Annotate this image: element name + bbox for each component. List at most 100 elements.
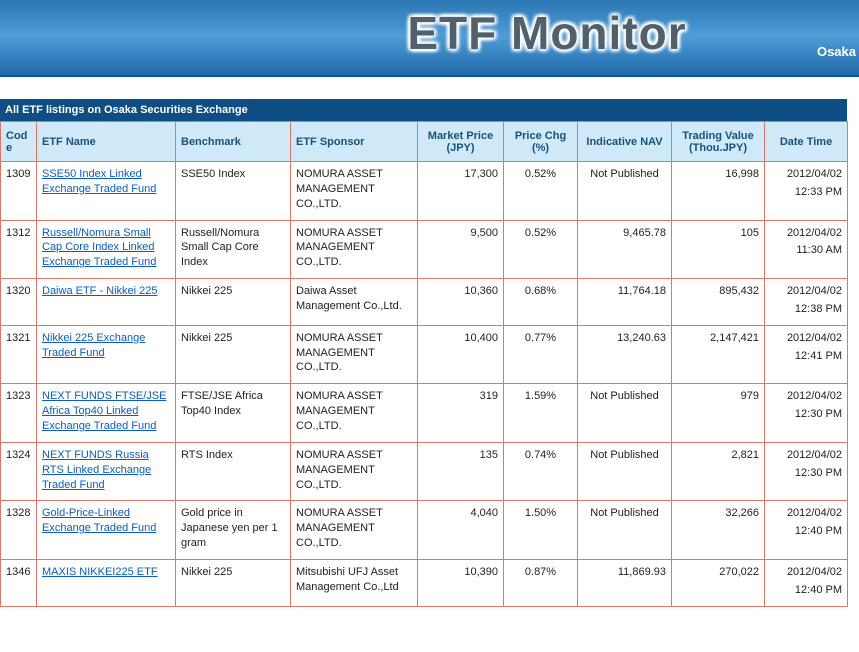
indicative-nav-cell: 9,465.78 [577, 219, 672, 280]
benchmark-cell: Nikkei 225 [175, 324, 291, 385]
etf-name-link[interactable]: Nikkei 225 Exchange Traded Fund [42, 331, 146, 359]
benchmark-cell: Russell/Nomura Small Cap Core Index [175, 219, 291, 280]
price-change-cell: 0.77% [503, 324, 578, 385]
column-header: Date Time [764, 121, 848, 162]
etf-name-cell: NEXT FUNDS Russia RTS Linked Exchange Tr… [36, 441, 176, 502]
etf-listings-table: Code ETF Name Benchmark ETF Sponsor Market P… [0, 121, 848, 607]
etf-name-cell: Gold-Price-Linked Exchange Traded Fund [36, 500, 176, 560]
market-price-cell: 10,400 [417, 324, 504, 385]
table-row: 1323 NEXT FUNDS FTSE/JSE Africa Top40 Lin… [0, 383, 848, 443]
table-row: 1309 SSE50 Index Linked Exchange Traded F… [0, 161, 848, 221]
date-value: 2012/04/02 [786, 285, 842, 298]
trading-value-cell: 32,266 [671, 500, 765, 560]
benchmark-cell: FTSE/JSE Africa Top40 Index [175, 383, 291, 443]
date-time-cell: 2012/04/02 12:30 PM [764, 383, 848, 443]
sponsor-cell: NOMURA ASSET MANAGEMENT CO.,LTD. [290, 219, 418, 280]
etf-name-cell: Russell/Nomura Small Cap Core Index Link… [36, 219, 176, 280]
trading-value-cell: 979 [671, 383, 765, 443]
sponsor-cell: NOMURA ASSET MANAGEMENT CO.,LTD. [290, 500, 418, 560]
indicative-nav-cell: 11,869.93 [577, 558, 672, 607]
market-price-cell: 9,500 [417, 219, 504, 280]
column-header: Benchmark [175, 121, 291, 162]
time-value: 12:41 PM [794, 349, 842, 362]
etf-name-link[interactable]: Daiwa ETF - Nikkei 225 [42, 285, 158, 298]
etf-name-link[interactable]: Gold-Price-Linked Exchange Traded Fund [42, 507, 157, 535]
etf-name-cell: Daiwa ETF - Nikkei 225 [36, 278, 176, 326]
etf-code-cell: 1320 [0, 278, 37, 326]
trading-value-cell: 16,998 [671, 161, 765, 221]
time-value: 12:40 PM [794, 583, 842, 596]
trading-value-cell: 2,821 [671, 441, 765, 502]
date-value: 2012/04/02 [786, 507, 842, 520]
sponsor-cell: NOMURA ASSET MANAGEMENT CO.,LTD. [290, 383, 418, 443]
price-change-cell: 0.74% [503, 441, 578, 502]
indicative-nav-cell: Not Published [577, 383, 672, 443]
date-value: 2012/04/02 [786, 565, 842, 578]
column-header: Trading Value (Thou.JPY) [671, 121, 765, 162]
table-row: 1321 Nikkei 225 Exchange Traded Fund Nikke… [0, 324, 848, 385]
etf-name-cell: MAXIS NIKKEI225 ETF [36, 558, 176, 607]
etf-code-cell: 1312 [0, 219, 37, 280]
benchmark-cell: Nikkei 225 [175, 278, 291, 326]
etf-name-link[interactable]: Russell/Nomura Small Cap Core Index Link… [42, 226, 157, 269]
market-price-cell: 4,040 [417, 500, 504, 560]
date-time-cell: 2012/04/02 12:38 PM [764, 278, 848, 326]
date-time-cell: 2012/04/02 11:30 AM [764, 219, 848, 280]
price-change-cell: 0.68% [503, 278, 578, 326]
time-value: 11:30 AM [796, 244, 842, 257]
indicative-nav-cell: 13,240.63 [577, 324, 672, 385]
etf-code-cell: 1309 [0, 161, 37, 221]
etf-code-cell: 1328 [0, 500, 37, 560]
time-value: 12:38 PM [794, 302, 842, 315]
price-change-cell: 1.59% [503, 383, 578, 443]
etf-name-cell: Nikkei 225 Exchange Traded Fund [36, 324, 176, 385]
date-time-cell: 2012/04/02 12:41 PM [764, 324, 848, 385]
column-header: Market Price (JPY) [417, 121, 504, 162]
sponsor-cell: Daiwa Asset Management Co.,Ltd. [290, 278, 418, 326]
etf-name-link[interactable]: MAXIS NIKKEI225 ETF [42, 565, 158, 578]
table-header-row: Code ETF Name Benchmark ETF Sponsor Market P… [0, 121, 848, 162]
etf-name-link[interactable]: SSE50 Index Linked Exchange Traded Fund [42, 168, 157, 195]
table-row: 1320 Daiwa ETF - Nikkei 225 Nikkei 225 Daiw… [0, 278, 848, 326]
market-price-cell: 10,390 [417, 558, 504, 607]
time-value: 12:40 PM [794, 525, 842, 538]
date-value: 2012/04/02 [786, 448, 842, 461]
sponsor-cell: Mitsubishi UFJ Asset Management Co.,Ltd [290, 558, 418, 607]
date-value: 2012/04/02 [786, 226, 842, 239]
etf-name-link[interactable]: NEXT FUNDS Russia RTS Linked Exchange Tr… [42, 448, 152, 491]
sponsor-cell: NOMURA ASSET MANAGEMENT CO.,LTD. [290, 324, 418, 385]
table-row: 1328 Gold-Price-Linked Exchange Traded Fu… [0, 500, 848, 560]
market-price-cell: 10,360 [417, 278, 504, 326]
trading-value-cell: 270,022 [671, 558, 765, 607]
sponsor-cell: NOMURA ASSET MANAGEMENT CO.,LTD. [290, 441, 418, 502]
date-time-cell: 2012/04/02 12:30 PM [764, 441, 848, 502]
date-value: 2012/04/02 [786, 390, 842, 403]
exchange-name-label: Osaka [816, 44, 856, 59]
trading-value-cell: 105 [671, 219, 765, 280]
date-value: 2012/04/02 [786, 168, 842, 180]
price-change-cell: 0.52% [503, 219, 578, 280]
date-time-cell: 2012/04/02 12:33 PM [764, 161, 848, 221]
etf-name-cell: NEXT FUNDS FTSE/JSE Africa Top40 Linked … [36, 383, 176, 443]
indicative-nav-cell: Not Published [577, 500, 672, 560]
trading-value-cell: 895,432 [671, 278, 765, 326]
indicative-nav-cell: 11,764.18 [577, 278, 672, 326]
market-price-cell: 319 [417, 383, 504, 443]
sponsor-cell: NOMURA ASSET MANAGEMENT CO.,LTD. [290, 161, 418, 221]
column-header: ETF Name [36, 121, 176, 162]
etf-code-cell: 1324 [0, 441, 37, 502]
table-row: 1312 Russell/Nomura Small Cap Core Index … [0, 219, 848, 280]
market-price-cell: 17,300 [417, 161, 504, 221]
etf-name-cell: SSE50 Index Linked Exchange Traded Fund [36, 161, 176, 221]
benchmark-cell: Nikkei 225 [175, 558, 291, 607]
page-title: ETF Monitor [407, 7, 687, 59]
price-change-cell: 1.50% [503, 500, 578, 560]
etf-name-link[interactable]: NEXT FUNDS FTSE/JSE Africa Top40 Linked … [42, 390, 167, 432]
column-header: Indicative NAV [577, 121, 672, 162]
benchmark-cell: RTS Index [175, 441, 291, 502]
time-value: 12:33 PM [794, 185, 842, 198]
time-value: 12:30 PM [794, 408, 842, 421]
etf-code-cell: 1323 [0, 383, 37, 443]
benchmark-cell: Gold price in Japanese yen per 1 gram [175, 500, 291, 560]
table-row: 1324 NEXT FUNDS Russia RTS Linked Exchang… [0, 441, 848, 502]
